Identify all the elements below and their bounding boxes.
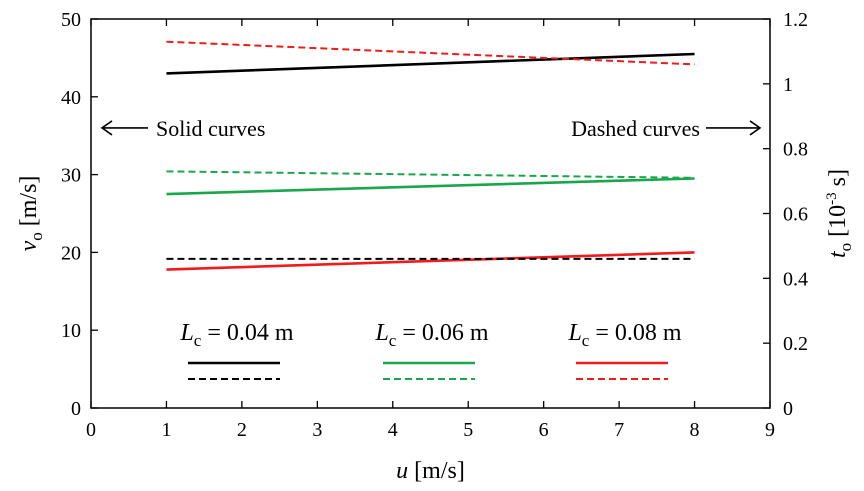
legend-label-value: = 0.04 m <box>201 320 294 346</box>
legend: Lc = 0.04 m Lc = 0.06 m Lc = 0.08 m <box>179 320 682 380</box>
series-line-solid-0-04 <box>166 52 695 75</box>
x-axis-title-unit: [m/s] <box>408 458 465 484</box>
legend-label-value: = 0.08 m <box>589 320 682 346</box>
legend-label-sub: c <box>194 331 202 350</box>
annotation-solid-curves: Solid curves <box>156 116 265 141</box>
y-right-tick-label: 0.6 <box>783 204 808 226</box>
x-axis: 0 1 2 3 4 5 6 7 8 9 <box>86 19 775 441</box>
x-axis-title: u [m/s] <box>396 458 465 484</box>
y-right-tick-label: 0.2 <box>783 333 808 355</box>
y-right-tick-label: 1 <box>783 74 793 96</box>
y-right-title-unit-sup: -3 <box>824 192 840 205</box>
y-left-tick-label: 10 <box>61 320 81 342</box>
annotations: Solid curves Dashed curves <box>100 116 762 141</box>
y-axis-right: 0 0.2 0.4 0.6 0.8 1 1.2 <box>763 9 808 420</box>
x-tick-label: 9 <box>765 419 775 441</box>
y-right-title-unit-pre: [10 <box>825 205 851 243</box>
y-right-title-main: t <box>825 250 851 258</box>
series-line-solid-0-06 <box>166 177 695 196</box>
series-line-dashed-0-08 <box>166 40 695 66</box>
x-axis-title-main: u <box>396 458 408 484</box>
annotation-dashed-curves: Dashed curves <box>571 116 700 141</box>
y-left-tick-label: 20 <box>61 242 81 264</box>
x-tick-label: 6 <box>539 419 549 441</box>
series-line-dashed-0-06 <box>166 170 695 179</box>
x-tick-label: 2 <box>237 419 247 441</box>
legend-label: Lc = 0.04 m <box>179 320 293 350</box>
x-tick-label: 3 <box>312 419 322 441</box>
x-tick-label: 5 <box>463 419 473 441</box>
y-right-tick-label: 1.2 <box>783 9 808 31</box>
y-axis-left-title: vo [m/s] <box>16 176 46 252</box>
series-line-solid-0-08 <box>166 251 695 271</box>
y-right-title-sub: o <box>836 243 855 252</box>
legend-label-sub: c <box>389 331 397 350</box>
x-tick-label: 0 <box>86 419 96 441</box>
y-left-title-unit: [m/s] <box>16 176 42 233</box>
y-right-tick-label: 0.4 <box>783 268 808 290</box>
y-left-tick-label: 0 <box>71 398 81 420</box>
legend-label-main: L <box>567 320 581 346</box>
y-right-tick-label: 0.8 <box>783 139 808 161</box>
arrow-left-head-icon <box>100 120 113 136</box>
legend-label: Lc = 0.06 m <box>374 320 488 350</box>
legend-label-sub: c <box>582 331 590 350</box>
x-tick-label: 1 <box>161 419 171 441</box>
y-left-tick-label: 50 <box>61 9 81 31</box>
x-tick-label: 8 <box>690 419 700 441</box>
y-left-title-sub: o <box>27 232 46 241</box>
y-axis-left: 0 10 20 30 40 50 <box>61 9 98 420</box>
y-left-tick-label: 40 <box>61 87 81 109</box>
y-right-title-unit-post: s] <box>825 169 851 192</box>
series-group <box>166 40 695 271</box>
y-right-tick-label: 0 <box>783 398 793 420</box>
x-tick-label: 4 <box>388 419 398 441</box>
x-tick-label: 7 <box>614 419 624 441</box>
legend-label-value: = 0.06 m <box>396 320 489 346</box>
arrow-right-head-icon <box>749 120 762 136</box>
legend-label: Lc = 0.08 m <box>567 320 681 350</box>
legend-label-main: L <box>179 320 193 346</box>
y-left-title-main: v <box>16 240 42 251</box>
legend-label-main: L <box>374 320 388 346</box>
y-axis-right-title: to [10-3 s] <box>824 169 855 258</box>
y-left-tick-label: 30 <box>61 165 81 187</box>
